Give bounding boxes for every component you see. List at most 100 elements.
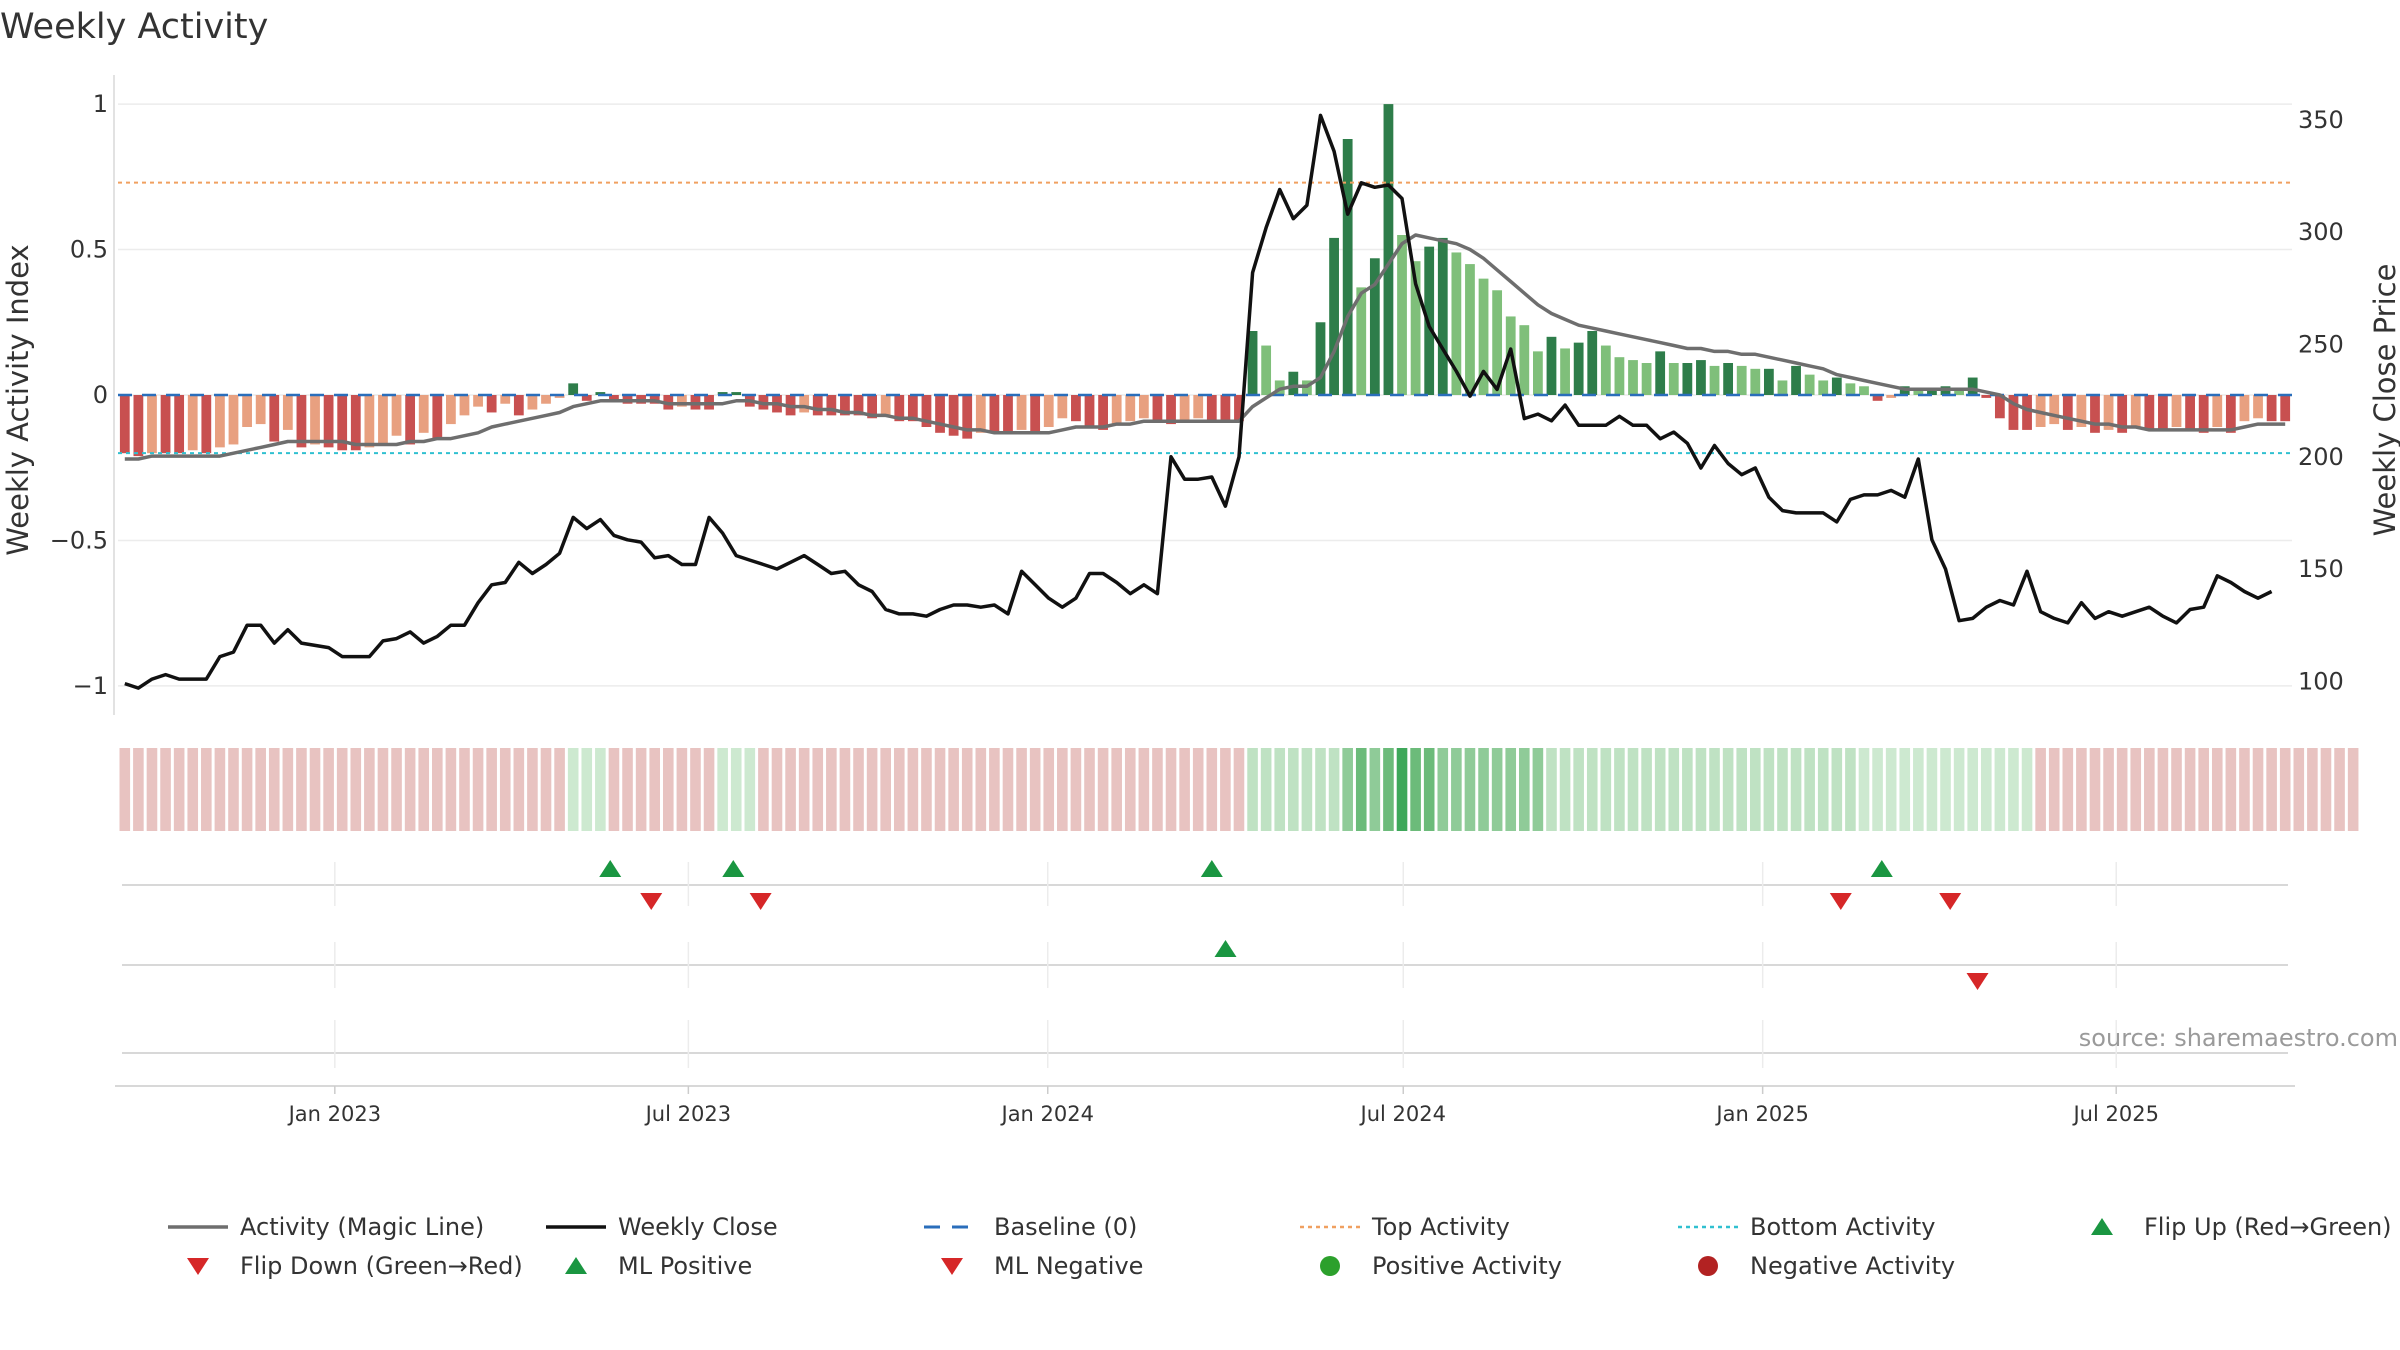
heat-strip-cell [608, 748, 620, 831]
activity-bar [1927, 389, 1937, 395]
activity-bar [1329, 237, 1339, 395]
activity-bar [1560, 348, 1570, 395]
heat-strip-cell [119, 748, 131, 831]
heat-strip-cell [1165, 748, 1177, 831]
source-note: source: sharemaestro.com [2079, 1024, 2398, 1052]
heat-strip-cell [540, 748, 552, 831]
heat-strip-cell [1940, 748, 1951, 831]
activity-bar [1533, 351, 1543, 395]
heat-strip-cell [1152, 748, 1163, 831]
heat-strip-cell [1994, 748, 2006, 831]
activity-bar [2008, 395, 2019, 430]
activity-bar [2253, 395, 2263, 419]
activity-bar [1465, 264, 1475, 395]
activity-bar [554, 395, 565, 398]
heat-strip-cell [1926, 748, 1938, 831]
heat-strip-cell [1206, 748, 1218, 831]
activity-bar [948, 395, 959, 436]
activity-bar [2062, 395, 2073, 430]
heat-strip-cell [432, 748, 443, 831]
activity-bar [2049, 395, 2060, 425]
heat-strip-cell [268, 748, 280, 831]
magic-line [124, 233, 2286, 461]
heat-strip-cell [2307, 748, 2318, 831]
y2-axis-label: Weekly Close Price [2368, 264, 2400, 537]
activity-bar [391, 395, 402, 436]
heat-strip-cell [744, 748, 756, 831]
x-tick-label: Jul 2024 [1359, 1102, 1446, 1126]
heat-strip-cell [459, 748, 470, 831]
heat-strip-cell [1586, 748, 1598, 831]
activity-bar [1043, 395, 1054, 427]
heat-strip-cell [1138, 748, 1150, 831]
activity-bar [1369, 258, 1380, 395]
heat-strip-cell [1858, 748, 1870, 831]
activity-bar [133, 395, 144, 457]
heat-strip-cell [2103, 748, 2114, 831]
activity-bar [581, 395, 592, 401]
activity-bar [1016, 395, 1027, 430]
activity-bar [459, 395, 470, 416]
heat-strip-cell [2144, 748, 2155, 831]
heat-strip-cell [1396, 748, 1408, 831]
activity-bar [486, 395, 497, 413]
heat-strip-cell [1423, 748, 1435, 831]
heat-strip-cell [2116, 748, 2128, 831]
flip-down-marker [640, 893, 663, 910]
heat-strip-cell [2157, 748, 2169, 831]
heat-strip-cell [1749, 748, 1761, 831]
legend-item: Positive Activity [1320, 1252, 1562, 1280]
activity-bar [1845, 383, 1856, 395]
y-tick-label: −1 [73, 672, 108, 700]
activity-bar [1587, 331, 1598, 395]
heat-strip-cell [595, 748, 606, 831]
activity-bar [1628, 360, 1638, 395]
activity-bar [187, 395, 198, 451]
activity-bar [1138, 395, 1149, 419]
heat-strip-cell [296, 748, 307, 831]
heat-strip-cell [921, 748, 932, 831]
heat-strip-cell [1355, 748, 1367, 831]
activity-bar [1723, 363, 1734, 395]
heat-strip-cell [282, 748, 294, 831]
heat-strip-cell [826, 748, 837, 831]
activity-bar [310, 395, 320, 445]
heat-strip-cell [214, 748, 226, 831]
activity-bar [418, 395, 429, 433]
activity-bars [119, 104, 2291, 457]
reference-lines [118, 181, 2292, 455]
x-tick-label: Jan 2024 [1000, 1102, 1095, 1126]
heat-strip-cell [255, 748, 266, 831]
activity-bar [2117, 395, 2128, 433]
heat-strip-cell [201, 748, 212, 831]
heat-strip-cell [1437, 748, 1449, 831]
legend-item: Baseline (0) [924, 1213, 1137, 1241]
event-markers [122, 860, 2288, 1068]
heat-strip-cell [730, 748, 742, 831]
heat-strip-cell [1777, 748, 1788, 831]
heat-strip-cell [1763, 748, 1775, 831]
heat-strip-cell [133, 748, 144, 831]
heat-strip-cell [499, 748, 511, 831]
heat-strip-cell [377, 748, 389, 831]
heat-strip-cell [1451, 748, 1462, 831]
activity-bar [1437, 237, 1448, 395]
activity-bar [1614, 357, 1625, 395]
heat-strip-cell [241, 748, 253, 831]
legend-label: Top Activity [1371, 1213, 1510, 1241]
activity-bar [2130, 395, 2141, 427]
activity-bar [1410, 261, 1421, 395]
heat-strip-cell [785, 748, 796, 831]
activity-bar [2103, 395, 2114, 430]
activity-heat-strip [119, 748, 2359, 831]
heat-strip-cell [1817, 748, 1829, 831]
heat-strip-cell [622, 748, 633, 831]
heat-strip-cell [1016, 748, 1027, 831]
heat-strip-cell [350, 748, 362, 831]
activity-bar [1478, 278, 1489, 395]
activity-bar [1003, 395, 1013, 433]
activity-bar [962, 395, 973, 439]
heat-strip-cell [2293, 748, 2305, 831]
heat-strip-cell [1505, 748, 1517, 831]
